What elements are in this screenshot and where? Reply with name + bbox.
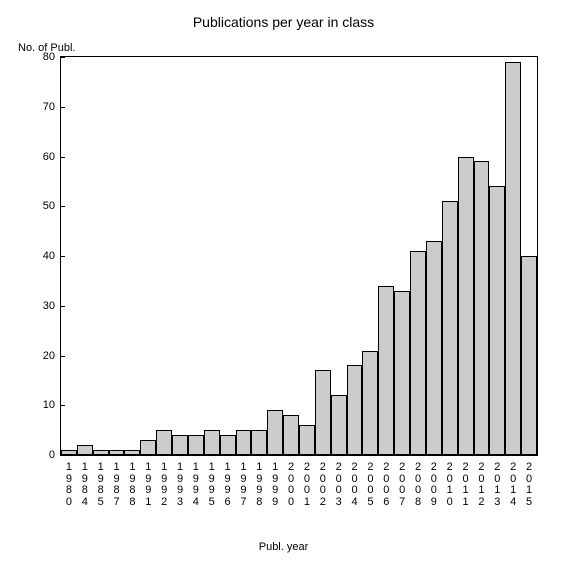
bar — [474, 161, 490, 455]
x-tick-label: 2 0 0 4 — [350, 462, 360, 508]
bars-group — [61, 57, 537, 455]
x-tick-label: 2 0 1 5 — [524, 462, 534, 508]
bar — [251, 430, 267, 455]
x-tick-label: 2 0 1 3 — [492, 462, 502, 508]
x-tick-label: 2 0 0 7 — [397, 462, 407, 508]
bar — [331, 395, 347, 455]
bar — [204, 430, 220, 455]
x-tick-label: 1 9 9 8 — [254, 462, 264, 508]
x-tick-label: 2 0 0 9 — [429, 462, 439, 508]
x-tick-label: 1 9 9 9 — [270, 462, 280, 508]
x-tick-label: 1 9 9 5 — [207, 462, 217, 508]
x-tick-label: 1 9 8 5 — [96, 462, 106, 508]
y-tick-label: 80 — [25, 51, 55, 63]
y-tick-mark — [60, 256, 65, 257]
x-tick-label: 1 9 9 1 — [143, 462, 153, 508]
y-tick-label: 10 — [25, 399, 55, 411]
y-tick-mark — [60, 57, 65, 58]
bar — [267, 410, 283, 455]
bar — [77, 445, 93, 455]
bar — [140, 440, 156, 455]
x-tick-label: 2 0 0 3 — [334, 462, 344, 508]
bar — [505, 62, 521, 455]
y-tick-mark — [60, 356, 65, 357]
x-tick-label: 1 9 8 0 — [64, 462, 74, 508]
x-tick-label: 1 9 8 7 — [112, 462, 122, 508]
x-tick-label: 2 0 0 1 — [302, 462, 312, 508]
chart-container: Publications per year in class No. of Pu… — [0, 0, 567, 567]
y-tick-mark — [60, 405, 65, 406]
x-tick-label: 1 9 9 2 — [159, 462, 169, 508]
x-tick-label: 1 9 9 6 — [223, 462, 233, 508]
bar — [458, 157, 474, 456]
y-tick-label: 60 — [25, 151, 55, 163]
bar — [426, 241, 442, 455]
y-tick-mark — [60, 306, 65, 307]
x-tick-label: 1 9 9 4 — [191, 462, 201, 508]
y-tick-label: 70 — [25, 101, 55, 113]
y-tick-label: 20 — [25, 350, 55, 362]
x-tick-label: 2 0 0 8 — [413, 462, 423, 508]
bar — [378, 286, 394, 455]
x-tick-label: 2 0 0 2 — [318, 462, 328, 508]
y-tick-mark — [60, 455, 65, 456]
chart-title: Publications per year in class — [0, 14, 567, 30]
bar — [220, 435, 236, 455]
x-tick-label: 2 0 0 6 — [381, 462, 391, 508]
bar — [442, 201, 458, 455]
bar — [236, 430, 252, 455]
x-tick-label: 1 9 8 8 — [127, 462, 137, 508]
y-tick-mark — [60, 107, 65, 108]
bar — [172, 435, 188, 455]
bar — [521, 256, 537, 455]
plot-area — [60, 56, 538, 456]
x-tick-label: 2 0 1 4 — [508, 462, 518, 508]
y-tick-mark — [60, 206, 65, 207]
x-tick-label: 2 0 1 1 — [461, 462, 471, 508]
bar — [347, 365, 363, 455]
bar — [283, 415, 299, 455]
bar — [299, 425, 315, 455]
bar — [93, 450, 109, 455]
bar — [489, 186, 505, 455]
x-axis-label: Publ. year — [0, 541, 567, 553]
bar — [362, 351, 378, 455]
bar — [188, 435, 204, 455]
x-tick-label: 2 0 0 5 — [365, 462, 375, 508]
y-tick-label: 50 — [25, 200, 55, 212]
y-tick-mark — [60, 157, 65, 158]
x-tick-label: 1 9 9 3 — [175, 462, 185, 508]
y-tick-label: 40 — [25, 250, 55, 262]
y-tick-label: 30 — [25, 300, 55, 312]
x-tick-label: 2 0 1 2 — [476, 462, 486, 508]
bar — [410, 251, 426, 455]
x-tick-label: 1 9 8 4 — [80, 462, 90, 508]
bar — [315, 370, 331, 455]
bar — [394, 291, 410, 455]
bar — [156, 430, 172, 455]
x-tick-label: 2 0 0 0 — [286, 462, 296, 508]
x-tick-label: 1 9 9 7 — [238, 462, 248, 508]
bar — [109, 450, 125, 455]
y-tick-label: 0 — [25, 449, 55, 461]
x-tick-label: 2 0 1 0 — [445, 462, 455, 508]
bar — [124, 450, 140, 455]
